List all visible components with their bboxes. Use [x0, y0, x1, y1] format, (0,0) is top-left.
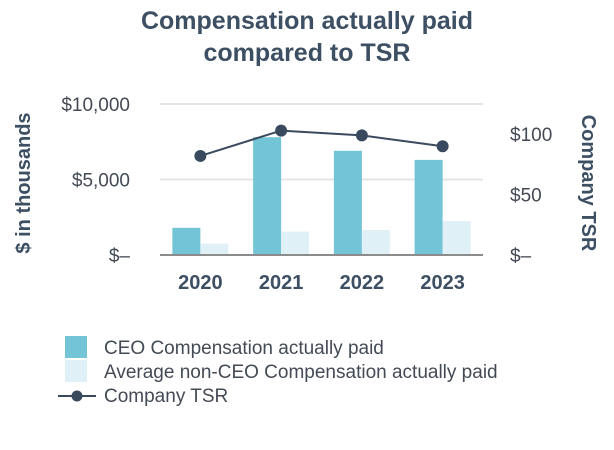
category-labels: 2020 2021 2022 2023 [178, 272, 465, 294]
left-axis-title: $ in thousands [13, 112, 35, 253]
right-axis-title: Company TSR [577, 115, 599, 252]
bar-non-ceo-2021 [281, 231, 310, 255]
left-tick-label-0: $– [109, 246, 131, 267]
legend: CEO Compensation actually paid Average n… [58, 336, 498, 407]
bar-ceo-2023 [414, 159, 443, 255]
legend-label-non-ceo: Average non-CEO Compensation actually pa… [104, 362, 498, 383]
legend-label-ceo: CEO Compensation actually paid [104, 338, 384, 359]
tsr-line [200, 129, 443, 157]
legend-swatch-ceo [65, 336, 87, 358]
bar-non-ceo-2023 [442, 221, 471, 255]
legend-marker-tsr [71, 390, 83, 402]
left-axis-ticks: $– $5,000 $10,000 [61, 95, 130, 267]
right-tick-label-1: $50 [510, 186, 542, 207]
tsr-point-2023 [436, 140, 449, 153]
category-label-2020: 2020 [178, 272, 223, 294]
legend-label-tsr: Company TSR [104, 386, 228, 407]
chart-title-line-1: Compensation actually paid [141, 7, 473, 35]
bar-non-ceo-2020 [200, 243, 229, 255]
left-tick-label-1: $5,000 [72, 171, 130, 192]
right-tick-label-0: $– [510, 246, 532, 267]
right-tick-label-2: $100 [510, 125, 552, 146]
chart-title-line-2: compared to TSR [204, 39, 411, 67]
bars [172, 137, 471, 255]
bar-ceo-2022 [333, 150, 362, 255]
category-label-2023: 2023 [420, 272, 465, 294]
category-label-2022: 2022 [340, 272, 385, 294]
tsr-point-2022 [355, 129, 368, 142]
legend-swatch-non-ceo [65, 360, 87, 382]
bar-ceo-2021 [253, 137, 282, 255]
right-axis-ticks: $– $50 $100 [510, 125, 552, 267]
bar-ceo-2020 [172, 227, 201, 255]
tsr-point-2020 [194, 149, 207, 162]
category-label-2021: 2021 [259, 272, 304, 294]
left-tick-label-2: $10,000 [61, 95, 130, 116]
tsr-series [194, 124, 449, 162]
bar-non-ceo-2022 [361, 230, 390, 255]
tsr-point-2021 [275, 124, 288, 137]
